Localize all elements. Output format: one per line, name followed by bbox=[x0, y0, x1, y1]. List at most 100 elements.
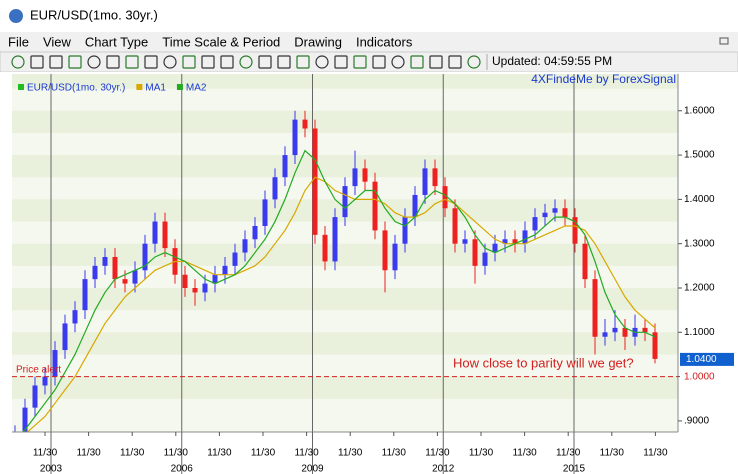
candle-body bbox=[452, 208, 458, 244]
candle-body bbox=[432, 168, 438, 187]
candle-body bbox=[612, 327, 618, 333]
toolbar-button[interactable] bbox=[239, 55, 253, 69]
menu-item[interactable]: Chart Type bbox=[85, 34, 148, 49]
candle-body bbox=[622, 327, 628, 337]
candle-body bbox=[412, 194, 418, 218]
x-tick-label: 11/30 bbox=[76, 448, 101, 459]
menu-item[interactable]: Time Scale & Period bbox=[162, 34, 280, 49]
candle-body bbox=[182, 274, 188, 289]
candle-body bbox=[282, 155, 288, 178]
price-alert-tag bbox=[680, 370, 730, 383]
candle-body bbox=[422, 168, 428, 195]
toolbar-button[interactable] bbox=[448, 55, 462, 69]
toolbar-button[interactable] bbox=[68, 55, 82, 69]
toolbar-button[interactable] bbox=[391, 55, 405, 69]
toolbar-button[interactable] bbox=[11, 55, 25, 69]
candle-body bbox=[242, 239, 248, 253]
x-tick-label: 11/30 bbox=[207, 448, 232, 459]
toolbar-button[interactable] bbox=[296, 55, 310, 69]
toolbar-button[interactable] bbox=[106, 55, 120, 69]
year-label: 2006 bbox=[171, 464, 194, 474]
candle-body bbox=[302, 119, 308, 129]
candle-body bbox=[482, 252, 488, 266]
toolbar-button[interactable] bbox=[144, 55, 158, 69]
candle-body bbox=[32, 385, 38, 408]
menu-item[interactable]: Indicators bbox=[356, 34, 413, 49]
price-alert-value: 1.0000 bbox=[684, 371, 715, 382]
candle-body bbox=[192, 288, 198, 293]
toolbar-button[interactable] bbox=[467, 55, 481, 69]
title-bar bbox=[0, 0, 738, 32]
candle-body bbox=[562, 208, 568, 218]
candle-body bbox=[42, 376, 48, 386]
restore-button[interactable] bbox=[719, 37, 729, 45]
x-tick-label: 11/30 bbox=[469, 448, 494, 459]
x-tick-label: 11/30 bbox=[382, 448, 407, 459]
toolbar-button[interactable] bbox=[334, 55, 348, 69]
candle-body bbox=[642, 327, 648, 333]
y-tick-label: 1.3000 bbox=[684, 238, 715, 249]
toolbar-button[interactable] bbox=[163, 55, 177, 69]
last-price-tag bbox=[680, 352, 734, 366]
background-band bbox=[12, 155, 678, 178]
legend-swatch bbox=[136, 84, 143, 90]
candle-body bbox=[272, 177, 278, 200]
x-tick-label: 11/30 bbox=[338, 448, 363, 459]
candle-body bbox=[202, 283, 208, 293]
toolbar-button[interactable] bbox=[315, 55, 329, 69]
menu-item[interactable]: File bbox=[8, 34, 29, 49]
candle-body bbox=[102, 256, 108, 266]
background-band bbox=[12, 243, 678, 266]
moving-average-line bbox=[26, 176, 656, 432]
legend-label: MA2 bbox=[186, 83, 207, 94]
candle-body bbox=[382, 230, 388, 271]
toolbar-button[interactable] bbox=[49, 55, 63, 69]
x-tick-label: 11/30 bbox=[120, 448, 145, 459]
background-band bbox=[12, 110, 678, 133]
candle-body bbox=[92, 265, 98, 280]
candle-body bbox=[522, 230, 528, 244]
year-label: 2003 bbox=[40, 464, 63, 474]
year-label: 2012 bbox=[432, 464, 455, 474]
y-tick-label: 1.2000 bbox=[684, 283, 715, 294]
toolbar-button[interactable] bbox=[125, 55, 139, 69]
x-tick-label: 11/30 bbox=[251, 448, 276, 459]
candle-body bbox=[392, 243, 398, 271]
candle-body bbox=[22, 407, 28, 432]
candle-body bbox=[222, 265, 228, 275]
toolbar-button[interactable] bbox=[30, 55, 44, 69]
menu-item[interactable]: Drawing bbox=[294, 34, 342, 49]
candle-body bbox=[132, 270, 138, 284]
candle-body bbox=[402, 217, 408, 244]
y-tick-label: 1.5000 bbox=[684, 150, 715, 161]
candle-body bbox=[82, 279, 88, 311]
legend-swatch bbox=[176, 84, 183, 90]
toolbar-button[interactable] bbox=[429, 55, 443, 69]
legend-swatch bbox=[18, 84, 24, 90]
toolbar-button[interactable] bbox=[277, 55, 291, 69]
menu-item[interactable]: View bbox=[43, 34, 72, 49]
toolbar-button[interactable] bbox=[258, 55, 272, 69]
toolbar-button[interactable] bbox=[87, 55, 101, 69]
candle-body bbox=[502, 239, 508, 244]
y-tick-label: 1.1000 bbox=[684, 327, 715, 338]
toolbar-button[interactable] bbox=[353, 55, 367, 69]
toolbar-button[interactable] bbox=[220, 55, 234, 69]
candle-body bbox=[262, 199, 268, 226]
update-status: Updated: 04:59:55 PM bbox=[492, 54, 612, 68]
candle-body bbox=[252, 225, 258, 240]
toolbar bbox=[0, 51, 738, 73]
y-tick-label: 1.4000 bbox=[684, 194, 715, 205]
toolbar-button[interactable] bbox=[201, 55, 215, 69]
toolbar-button[interactable] bbox=[182, 55, 196, 69]
candle-body bbox=[572, 217, 578, 244]
candle-body bbox=[162, 221, 168, 249]
candle-body bbox=[652, 332, 658, 359]
candle-body bbox=[542, 212, 548, 218]
toolbar-button[interactable] bbox=[372, 55, 386, 69]
candle-body bbox=[212, 274, 218, 284]
x-tick-label: 11/30 bbox=[512, 448, 537, 459]
toolbar-button[interactable] bbox=[410, 55, 424, 69]
candle-body bbox=[72, 310, 78, 324]
x-tick-label: 11/30 bbox=[556, 448, 581, 459]
